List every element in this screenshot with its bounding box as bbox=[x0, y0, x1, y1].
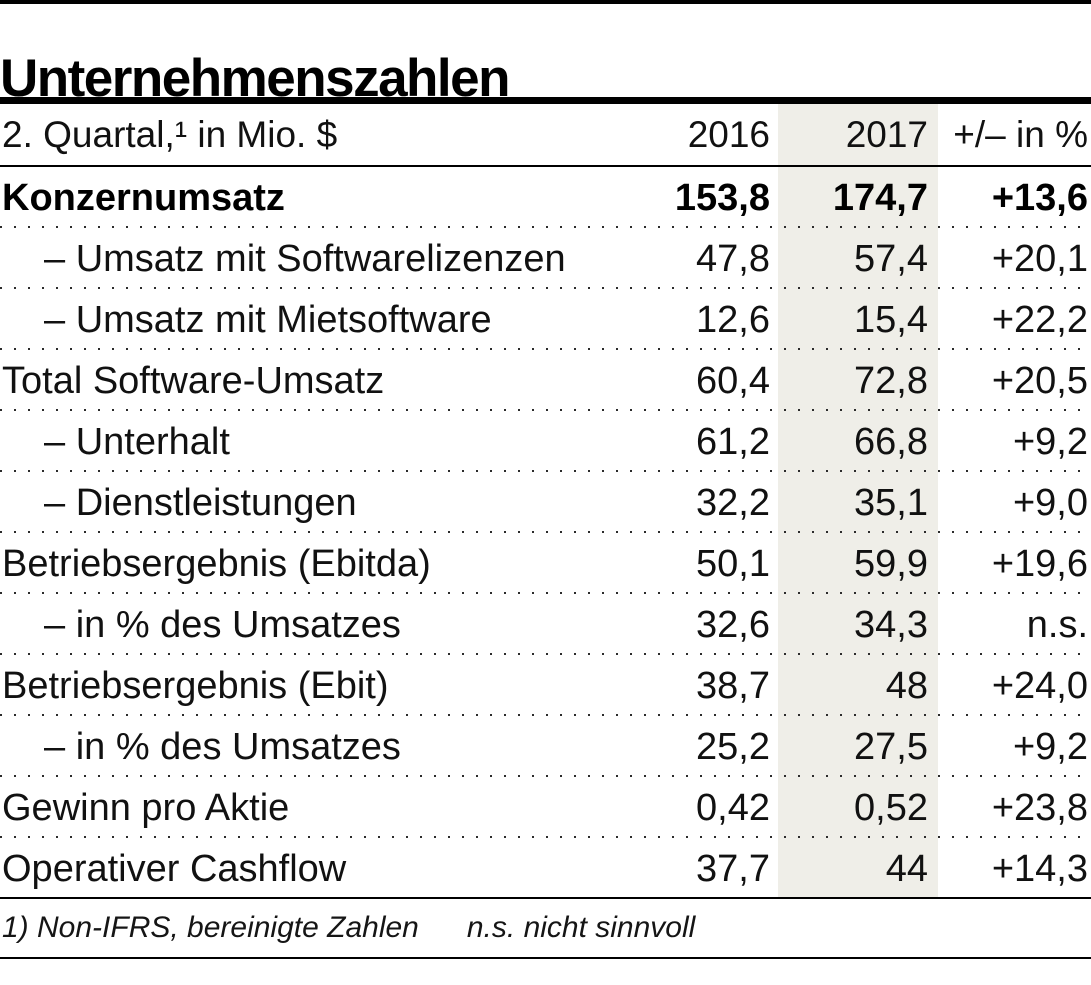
table-row: Gewinn pro Aktie 0,42 0,52 +23,8 bbox=[0, 777, 1091, 836]
title-divider bbox=[0, 97, 1091, 104]
row-label: Betriebsergebnis (Ebit) bbox=[2, 665, 389, 707]
dotted-separator bbox=[0, 226, 1091, 228]
row-label: Betriebsergebnis (Ebitda) bbox=[2, 543, 431, 585]
value-2017: 27,5 bbox=[854, 726, 928, 768]
row-label: Konzernumsatz bbox=[2, 177, 285, 219]
value-2016: 37,7 bbox=[696, 848, 770, 890]
top-divider bbox=[0, 0, 1091, 4]
table-row: – Umsatz mit Mietsoftware 12,6 15,4 +22,… bbox=[0, 289, 1091, 348]
value-2017: 59,9 bbox=[854, 543, 928, 585]
value-2017: 34,3 bbox=[854, 604, 928, 646]
table-row: Konzernumsatz 153,8 174,7 +13,6 bbox=[0, 167, 1091, 226]
dotted-separator bbox=[0, 409, 1091, 411]
table-row: Total Software-Umsatz 60,4 72,8 +20,5 bbox=[0, 350, 1091, 409]
dotted-separator bbox=[0, 470, 1091, 472]
dotted-separator bbox=[0, 531, 1091, 533]
header-col-2017: 2017 bbox=[845, 114, 928, 155]
value-change: +9,2 bbox=[1012, 726, 1088, 768]
dotted-separator bbox=[0, 836, 1091, 838]
value-2016: 153,8 bbox=[674, 177, 770, 219]
dotted-separator bbox=[0, 348, 1091, 350]
value-2017: 48 bbox=[885, 665, 928, 707]
value-change: n.s. bbox=[1026, 604, 1088, 646]
value-2017: 174,7 bbox=[832, 177, 928, 219]
value-change: +20,1 bbox=[991, 238, 1088, 280]
row-label: – Dienstleistungen bbox=[44, 482, 357, 524]
row-label: – Umsatz mit Softwarelizenzen bbox=[44, 238, 566, 280]
value-2016: 50,1 bbox=[696, 543, 770, 585]
footnote-bar: 1) Non-IFRS, bereinigte Zahlen n.s. nich… bbox=[0, 897, 1091, 959]
table-row: – Dienstleistungen 32,2 35,1 +9,0 bbox=[0, 472, 1091, 531]
value-change: +9,0 bbox=[1012, 482, 1088, 524]
value-2016: 32,6 bbox=[696, 604, 770, 646]
row-label: – Umsatz mit Mietsoftware bbox=[44, 299, 492, 341]
footnote-ns: n.s. nicht sinnvoll bbox=[466, 911, 696, 944]
table-row: – Umsatz mit Softwarelizenzen 47,8 57,4 … bbox=[0, 228, 1091, 287]
table-row: Betriebsergebnis (Ebit) 38,7 48 +24,0 bbox=[0, 655, 1091, 714]
value-2017: 66,8 bbox=[854, 421, 928, 463]
dotted-separator bbox=[0, 653, 1091, 655]
value-2016: 38,7 bbox=[696, 665, 770, 707]
value-change: +19,6 bbox=[991, 543, 1088, 585]
value-change: +13,6 bbox=[991, 177, 1088, 219]
table-row: – Unterhalt 61,2 66,8 +9,2 bbox=[0, 411, 1091, 470]
table-row: – in % des Umsatzes 25,2 27,5 +9,2 bbox=[0, 716, 1091, 775]
row-label: – in % des Umsatzes bbox=[44, 726, 401, 768]
row-label: Total Software-Umsatz bbox=[2, 360, 385, 402]
value-2016: 60,4 bbox=[696, 360, 770, 402]
value-2017: 35,1 bbox=[854, 482, 928, 524]
value-2016: 0,42 bbox=[696, 787, 770, 829]
value-2017: 0,52 bbox=[854, 787, 928, 829]
table-header-row: 2. Quartal,¹ in Mio. $ 2016 2017 +/– in … bbox=[0, 104, 1091, 167]
row-label: Gewinn pro Aktie bbox=[2, 787, 290, 829]
header-unit-label: 2. Quartal,¹ in Mio. $ bbox=[2, 114, 338, 155]
value-2016: 47,8 bbox=[696, 238, 770, 280]
row-label: – in % des Umsatzes bbox=[44, 604, 401, 646]
value-change: +22,2 bbox=[991, 299, 1088, 341]
table-row: Operativer Cashflow 37,7 44 +14,3 bbox=[0, 838, 1091, 897]
value-change: +23,8 bbox=[991, 787, 1088, 829]
value-2016: 25,2 bbox=[696, 726, 770, 768]
dotted-separator bbox=[0, 714, 1091, 716]
value-2017: 57,4 bbox=[854, 238, 928, 280]
value-2017: 72,8 bbox=[854, 360, 928, 402]
figures-table: 2. Quartal,¹ in Mio. $ 2016 2017 +/– in … bbox=[0, 104, 1091, 897]
row-label: – Unterhalt bbox=[44, 421, 230, 463]
header-col-2016: 2016 bbox=[687, 114, 770, 155]
header-col-change: +/– in % bbox=[953, 114, 1088, 155]
dotted-separator bbox=[0, 592, 1091, 594]
value-change: +24,0 bbox=[991, 665, 1088, 707]
footnote-1: 1) Non-IFRS, bereinigte Zahlen bbox=[2, 911, 419, 944]
table-row: – in % des Umsatzes 32,6 34,3 n.s. bbox=[0, 594, 1091, 653]
value-2016: 12,6 bbox=[696, 299, 770, 341]
dotted-separator bbox=[0, 287, 1091, 289]
value-change: +14,3 bbox=[991, 848, 1088, 890]
value-change: +9,2 bbox=[1012, 421, 1088, 463]
value-2017: 44 bbox=[885, 848, 928, 890]
column-2017-highlight-band bbox=[778, 104, 938, 899]
row-label: Operativer Cashflow bbox=[2, 848, 347, 890]
value-2016: 61,2 bbox=[696, 421, 770, 463]
value-2016: 32,2 bbox=[696, 482, 770, 524]
table-row: Betriebsergebnis (Ebitda) 50,1 59,9 +19,… bbox=[0, 533, 1091, 592]
dotted-separator bbox=[0, 775, 1091, 777]
value-2017: 15,4 bbox=[854, 299, 928, 341]
value-change: +20,5 bbox=[991, 360, 1088, 402]
